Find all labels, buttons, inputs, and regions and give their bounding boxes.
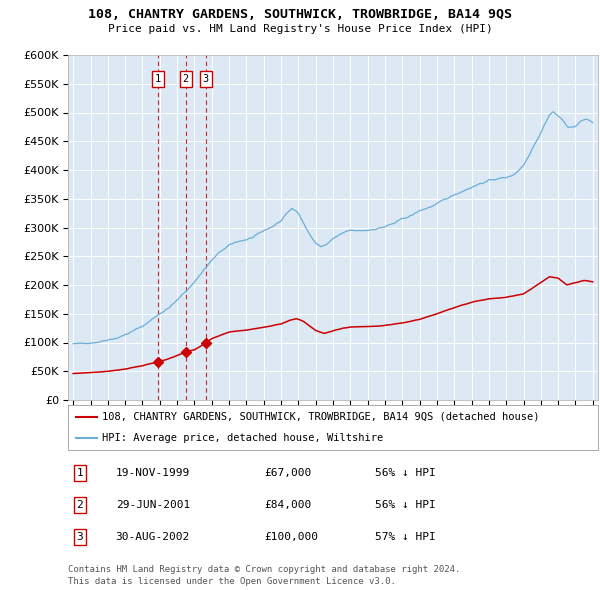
- Text: 29-JUN-2001: 29-JUN-2001: [116, 500, 190, 510]
- Text: 3: 3: [76, 532, 83, 542]
- Text: 2: 2: [182, 74, 189, 84]
- Text: 56% ↓ HPI: 56% ↓ HPI: [376, 500, 436, 510]
- Text: 108, CHANTRY GARDENS, SOUTHWICK, TROWBRIDGE, BA14 9QS: 108, CHANTRY GARDENS, SOUTHWICK, TROWBRI…: [88, 8, 512, 21]
- Text: £100,000: £100,000: [264, 532, 318, 542]
- Text: 1: 1: [155, 74, 161, 84]
- Text: 30-AUG-2002: 30-AUG-2002: [116, 532, 190, 542]
- Text: 19-NOV-1999: 19-NOV-1999: [116, 468, 190, 478]
- Text: HPI: Average price, detached house, Wiltshire: HPI: Average price, detached house, Wilt…: [103, 433, 384, 443]
- Text: This data is licensed under the Open Government Licence v3.0.: This data is licensed under the Open Gov…: [68, 577, 396, 586]
- Text: £67,000: £67,000: [264, 468, 311, 478]
- Text: £84,000: £84,000: [264, 500, 311, 510]
- Text: 3: 3: [203, 74, 209, 84]
- Text: 1: 1: [76, 468, 83, 478]
- Text: 57% ↓ HPI: 57% ↓ HPI: [376, 532, 436, 542]
- Text: Contains HM Land Registry data © Crown copyright and database right 2024.: Contains HM Land Registry data © Crown c…: [68, 565, 460, 574]
- Text: Price paid vs. HM Land Registry's House Price Index (HPI): Price paid vs. HM Land Registry's House …: [107, 24, 493, 34]
- Text: 56% ↓ HPI: 56% ↓ HPI: [376, 468, 436, 478]
- Text: 2: 2: [76, 500, 83, 510]
- Text: 108, CHANTRY GARDENS, SOUTHWICK, TROWBRIDGE, BA14 9QS (detached house): 108, CHANTRY GARDENS, SOUTHWICK, TROWBRI…: [103, 412, 540, 422]
